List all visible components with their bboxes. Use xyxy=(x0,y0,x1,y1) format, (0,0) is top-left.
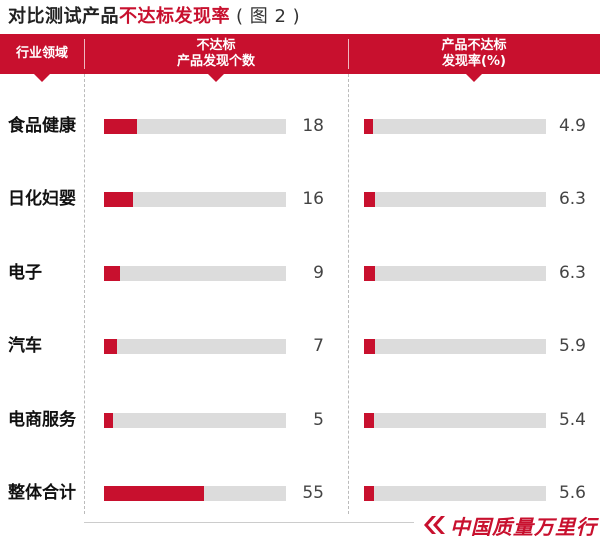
header-rate-line1: 产品不达标 xyxy=(441,38,507,53)
header-notch xyxy=(466,74,482,82)
rate-value-label: 4.9 xyxy=(558,116,586,136)
header-count: 不达标 产品发现个数 xyxy=(84,34,348,82)
rate-bar-track xyxy=(364,192,546,208)
header-divider xyxy=(84,39,85,69)
row-label: 电子 xyxy=(8,262,42,283)
rate-bar-track xyxy=(364,119,546,134)
count-value-label: 9 xyxy=(313,262,324,283)
count-value-label: 16 xyxy=(302,189,324,210)
rate-value-label: 6.3 xyxy=(558,189,586,210)
count-bar-track xyxy=(104,339,286,355)
header-industry: 行业领域 xyxy=(0,34,84,82)
header-count-line2: 产品发现个数 xyxy=(176,54,255,69)
row-label: 日化妇婴 xyxy=(8,189,76,210)
rate-bar xyxy=(364,265,376,281)
count-bar-track xyxy=(104,412,286,428)
count-value-label: 18 xyxy=(302,116,324,136)
row-label: 电商服务 xyxy=(8,409,76,430)
count-value-label: 5 xyxy=(313,409,324,430)
count-bar xyxy=(104,119,137,134)
logo-text: 中国质量万里行 xyxy=(450,514,597,539)
rate-bar xyxy=(364,119,373,134)
rate-bar xyxy=(364,339,375,355)
count-bar xyxy=(104,412,114,428)
column-divider xyxy=(348,74,349,514)
rate-value-label: 5.4 xyxy=(558,409,586,430)
rate-bar xyxy=(364,486,375,501)
publisher-logo: 中国质量万里行 xyxy=(424,510,597,540)
row-label: 整体合计 xyxy=(8,483,76,503)
count-bar xyxy=(104,486,205,501)
count-bar xyxy=(104,339,117,355)
count-bar-track xyxy=(104,265,286,281)
header-rate-line2: 发现率(%) xyxy=(442,54,506,69)
title-highlight: 不达标发现率 xyxy=(119,6,230,27)
count-value-label: 7 xyxy=(313,336,324,357)
title-prefix: 对比测试产品 xyxy=(8,6,119,27)
header-notch xyxy=(34,74,50,82)
row-label: 食品健康 xyxy=(8,116,76,136)
count-bar-track xyxy=(104,486,286,501)
count-bar xyxy=(104,192,134,208)
rate-bar-track xyxy=(364,412,546,428)
count-bar-track xyxy=(104,192,286,208)
header-notch xyxy=(208,74,224,82)
table-header: 行业领域 不达标 产品发现个数 产品不达标 发现率(%) xyxy=(0,34,600,82)
column-divider xyxy=(84,74,85,514)
rate-bar-track xyxy=(364,486,546,501)
header-count-line1: 不达标 xyxy=(196,38,236,53)
rate-value-label: 6.3 xyxy=(558,262,586,283)
rate-value-label: 5.6 xyxy=(558,483,586,503)
count-bar xyxy=(104,265,121,281)
figure-number: ( 图 2 ) xyxy=(236,6,301,27)
rate-bar xyxy=(364,192,376,208)
count-value-label: 55 xyxy=(302,483,324,503)
header-divider xyxy=(348,39,349,69)
header-rate: 产品不达标 发现率(%) xyxy=(348,34,600,82)
rate-value-label: 5.9 xyxy=(558,336,586,357)
rate-bar-track xyxy=(364,339,546,355)
row-label: 汽车 xyxy=(8,336,42,357)
count-bar-track xyxy=(104,119,286,134)
logo-chevron-icon xyxy=(424,516,445,534)
rate-bar-track xyxy=(364,265,546,281)
chart-title: 对比测试产品不达标发现率 ( 图 2 ) xyxy=(8,4,300,30)
rate-bar xyxy=(364,412,374,428)
header-industry-label: 行业领域 xyxy=(15,46,68,61)
bottom-rule xyxy=(84,522,414,523)
